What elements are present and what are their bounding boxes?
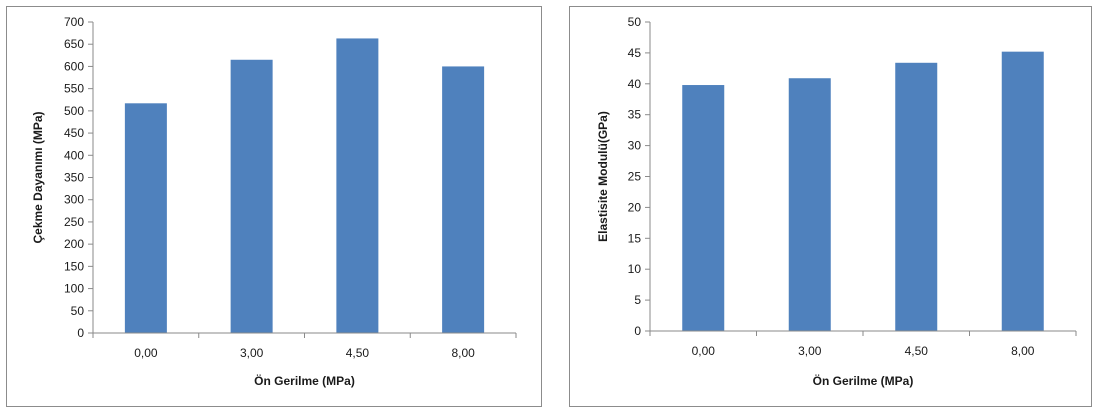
y-tick-label: 400	[64, 148, 84, 162]
y-tick-label: 100	[64, 282, 84, 296]
y-tick-label: 50	[71, 304, 85, 318]
x-tick-label: 4,50	[905, 344, 929, 358]
y-axis-ticks: 0 5 10 15 20 25 30 35 40 45 50	[628, 15, 650, 338]
x-axis-ticks: 0,00 3,00 4,50 8,00	[649, 331, 1077, 358]
y-tick-label: 200	[64, 237, 84, 251]
bar-1	[230, 59, 273, 334]
y-axis-title: Elastisite Modulü(GPa)	[596, 111, 610, 242]
bar-1	[788, 78, 831, 331]
bar-2	[336, 38, 379, 334]
x-tick-label: 3,00	[240, 346, 264, 360]
x-tick-label: 0,00	[692, 344, 716, 358]
y-tick-label: 350	[64, 171, 84, 185]
bar-3	[442, 66, 485, 333]
x-axis-ticks: 0,00 3,00 4,50 8,00	[92, 333, 517, 360]
y-tick-label: 50	[628, 15, 642, 29]
y-tick-label: 25	[628, 170, 642, 184]
x-tick-label: 0,00	[134, 346, 158, 360]
x-axis-title: Ön Gerilme (MPa)	[813, 373, 914, 388]
y-tick-label: 10	[628, 262, 642, 276]
x-tick-label: 4,50	[346, 346, 370, 360]
y-tick-label: 700	[64, 15, 84, 29]
y-tick-label: 20	[628, 200, 642, 214]
y-tick-label: 600	[64, 59, 84, 73]
y-tick-label: 45	[628, 46, 642, 60]
y-tick-label: 650	[64, 37, 84, 51]
y-tick-label: 15	[628, 231, 642, 245]
y-axis-title: Çekme Dayanımı (MPa)	[31, 111, 45, 243]
bars	[124, 38, 485, 334]
bar-0	[682, 85, 725, 331]
y-tick-label: 150	[64, 259, 84, 273]
y-tick-label: 0	[77, 326, 84, 340]
y-tick-label: 450	[64, 126, 84, 140]
y-tick-label: 300	[64, 193, 84, 207]
x-tick-label: 8,00	[1011, 344, 1035, 358]
tensile-strength-chart-svg: 0 50 100 150 200 250 300 350 400 450 500 550 600 650 7…	[6, 6, 542, 407]
y-tick-label: 40	[628, 77, 642, 91]
y-tick-label: 250	[64, 215, 84, 229]
x-axis-title: Ön Gerilme (MPa)	[254, 373, 355, 388]
tensile-strength-chart: 0 50 100 150 200 250 300 350 400 450 500 550 600 650 7…	[6, 6, 542, 407]
elastic-modulus-chart: 0 5 10 15 20 25 30 35 40 45 50 0,00 3,00 4,50 8,00 Ön…	[555, 0, 1096, 412]
x-tick-label: 8,00	[451, 346, 475, 360]
bar-2	[895, 62, 938, 332]
bar-0	[124, 103, 167, 333]
y-tick-label: 0	[634, 324, 641, 338]
y-axis-ticks: 0 50 100 150 200 250 300 350 400 450 500 550 600 650 7…	[64, 15, 93, 340]
y-tick-label: 5	[634, 293, 641, 307]
y-tick-label: 30	[628, 139, 642, 153]
y-tick-label: 35	[628, 108, 642, 122]
x-tick-label: 3,00	[798, 344, 822, 358]
bar-3	[1001, 51, 1044, 331]
bars	[682, 51, 1044, 332]
y-tick-label: 550	[64, 82, 84, 96]
y-tick-label: 500	[64, 104, 84, 118]
elastic-modulus-chart-svg: 0 5 10 15 20 25 30 35 40 45 50 0,00 3,00 4,50 8,00 Ön…	[569, 6, 1092, 407]
